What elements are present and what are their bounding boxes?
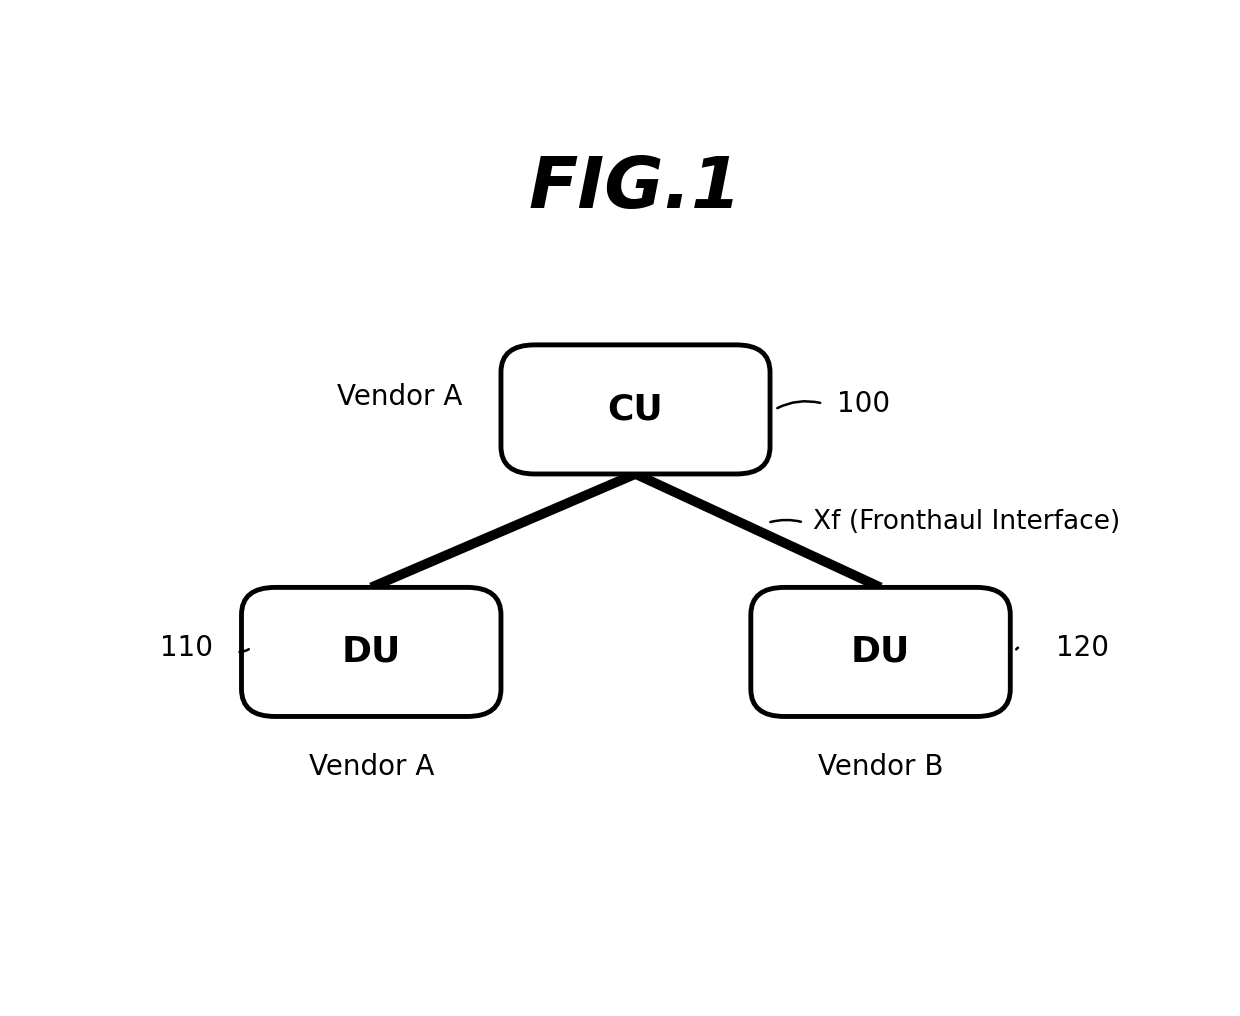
FancyBboxPatch shape [242,587,501,716]
FancyBboxPatch shape [751,587,1011,716]
FancyBboxPatch shape [501,344,770,473]
Text: 120: 120 [1056,634,1110,661]
Text: DU: DU [341,635,401,669]
Text: FIG.1: FIG.1 [529,153,742,223]
Text: Vendor A: Vendor A [337,383,463,411]
Text: 110: 110 [160,634,213,661]
Text: CU: CU [608,392,663,427]
Text: Xf (Fronthaul Interface): Xf (Fronthaul Interface) [813,509,1121,535]
Text: Vendor B: Vendor B [818,753,944,781]
Text: 100: 100 [837,389,890,418]
Text: DU: DU [851,635,910,669]
Text: Vendor A: Vendor A [309,753,434,781]
